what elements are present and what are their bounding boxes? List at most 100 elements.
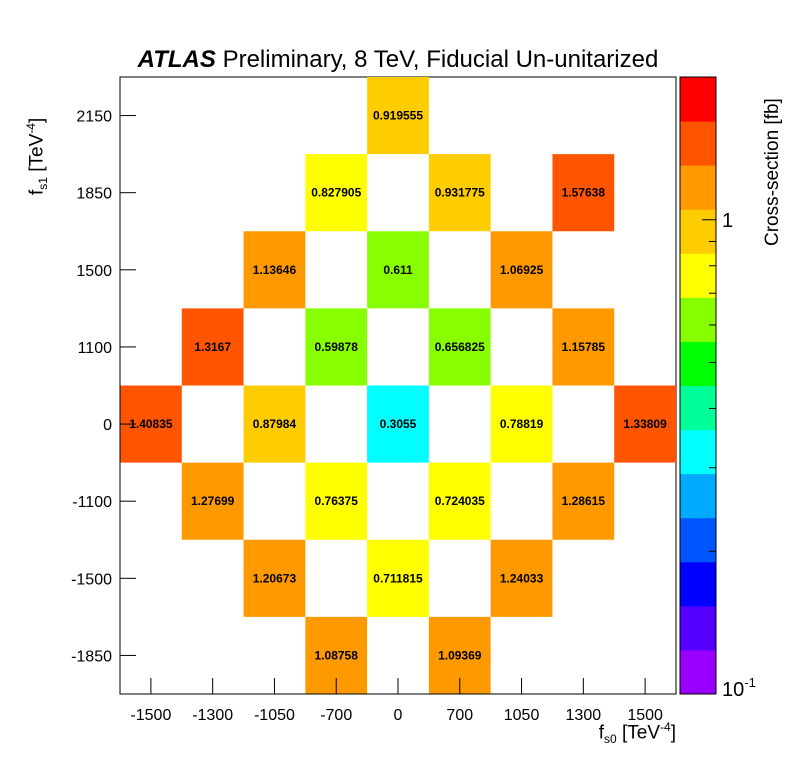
heatmap-cell (552, 308, 615, 386)
y-tick-label: 2150 (76, 109, 112, 126)
heatmap-cell (614, 385, 676, 463)
x-axis-label: fs0 [TeV-4] (599, 720, 676, 746)
colorbar-swatch (680, 385, 716, 431)
x-tick-label: 1300 (566, 707, 602, 724)
y-tick-label: 1850 (76, 186, 112, 203)
heatmap-cell (181, 462, 244, 540)
heatmap-cell (367, 539, 429, 617)
y-axis-label-close: ] (26, 117, 48, 124)
cell-value-label: 1.24033 (500, 571, 544, 585)
cell-value-label: 1.09369 (438, 648, 482, 662)
x-axis-label-close: ] (670, 722, 676, 744)
heatmap-cell-labels: 0.919555 0.827905 0.931775 1.57638 1.13646 0.… (129, 109, 667, 663)
x-tick-label: -1050 (254, 707, 295, 724)
chart-title: ATLAS Preliminary, 8 TeV, Fiducial Un-un… (120, 46, 676, 74)
colorbar-swatch (680, 165, 716, 210)
colorbar-label: Cross-section [fb] (762, 98, 784, 246)
colorbar: 1 10-1 (679, 76, 756, 701)
heatmap-cell (490, 385, 553, 463)
x-tick-label: 700 (446, 707, 473, 724)
colorbar-swatch (680, 121, 716, 166)
cell-value-label: 1.40835 (129, 417, 173, 431)
cell-value-label: 1.27699 (191, 494, 235, 508)
x-tick-label: -700 (320, 707, 352, 724)
cell-value-label: 1.08758 (315, 648, 359, 662)
colorbar-tick-base: 1 (722, 210, 733, 232)
heatmap-cell (305, 462, 368, 540)
colorbar-swatch (680, 605, 716, 651)
y-tick-label: 1100 (78, 340, 113, 357)
colorbar-tick-label: 10-1 (722, 675, 756, 701)
cell-value-label: 1.33809 (623, 417, 667, 431)
x-axis-label-unit: [TeV (622, 722, 661, 744)
heatmap-cell (243, 539, 306, 617)
colorbar-swatch (680, 209, 716, 254)
y-tick-label: -1100 (72, 494, 112, 511)
y-tick-label: -1850 (71, 648, 112, 665)
colorbar-swatch (680, 517, 716, 563)
cell-value-label: 1.28615 (562, 494, 606, 508)
x-tick-label: 0 (394, 707, 403, 724)
cell-value-label: 0.87984 (253, 417, 297, 431)
y-axis-label: fs1 [TeV-4] (24, 118, 50, 195)
heatmap-cell (367, 385, 429, 463)
colorbar-tick-exponent: -1 (744, 675, 756, 690)
y-axis: -1850 -1500 -1100 0 1100 1500 1850 2150 (71, 77, 136, 694)
colorbar-swatch (680, 77, 716, 122)
cell-value-label: 0.724035 (435, 494, 485, 508)
colorbar-tick-label: 1 (722, 210, 733, 232)
x-tick-label: 1050 (504, 707, 540, 724)
colorbar-swatch (680, 473, 716, 519)
colorbar-swatch (680, 297, 716, 342)
heatmap-cell (552, 462, 615, 540)
cell-value-label: 1.15785 (562, 340, 606, 354)
cell-value-label: 1.20673 (253, 571, 297, 585)
colorbar-swatch (680, 429, 716, 475)
cell-value-label: 1.57638 (562, 186, 606, 200)
cell-value-label: 1.06925 (500, 263, 544, 277)
colorbar-frame (679, 76, 717, 695)
y-axis-label-unit: [TeV (26, 133, 48, 172)
heatmap-cell (428, 462, 491, 540)
cell-value-label: 0.78819 (500, 417, 544, 431)
cell-value-label: 1.3167 (194, 340, 231, 354)
heatmap-cell (181, 308, 244, 386)
y-axis-label-main: f (26, 189, 48, 195)
heatmap-cell (428, 308, 491, 386)
cell-value-label: 0.76375 (315, 494, 359, 508)
cell-value-label: 0.919555 (373, 109, 423, 123)
heatmap-cell (428, 154, 491, 232)
heatmap-cell (243, 385, 306, 463)
x-axis-label-sub: s0 (604, 732, 617, 747)
heatmap-cell (367, 77, 429, 155)
colorbar-label-text: Cross-section [fb] (762, 98, 783, 246)
heatmap-cell (490, 539, 553, 617)
title-experiment: ATLAS (137, 46, 216, 73)
cell-value-label: 0.827905 (311, 186, 361, 200)
heatmap-cell (243, 231, 306, 309)
heatmap-cell (490, 231, 553, 309)
heatmap-cell (305, 308, 368, 386)
colorbar-swatch (680, 561, 716, 607)
colorbar-swatch (680, 341, 716, 386)
y-axis-label-exp: -4 (24, 123, 38, 134)
heatmap-cell (367, 231, 429, 309)
x-tick-label: 1500 (627, 707, 663, 724)
cell-value-label: 1.13646 (253, 263, 297, 277)
heatmap-cell (552, 154, 615, 232)
y-tick-label: -1500 (71, 571, 112, 588)
cell-value-label: 0.656825 (435, 340, 485, 354)
cell-value-label: 0.3055 (380, 417, 417, 431)
title-rest: Preliminary, 8 TeV, Fiducial Un-unitariz… (222, 46, 659, 73)
y-tick-label: 0 (103, 417, 112, 434)
cell-value-label: 0.59878 (315, 340, 359, 354)
x-axis: -1500 -1300 -1050 -700 0 700 1050 1300 1500 (120, 678, 676, 724)
x-axis-label-main: f (598, 722, 605, 744)
colorbar-swatch (680, 649, 716, 695)
x-tick-label: -1500 (130, 707, 171, 724)
colorbar-tick-base: 10 (722, 679, 744, 701)
cell-value-label: 0.931775 (435, 186, 485, 200)
y-axis-label-sub: s1 (36, 177, 51, 190)
x-tick-label: -1300 (192, 707, 233, 724)
